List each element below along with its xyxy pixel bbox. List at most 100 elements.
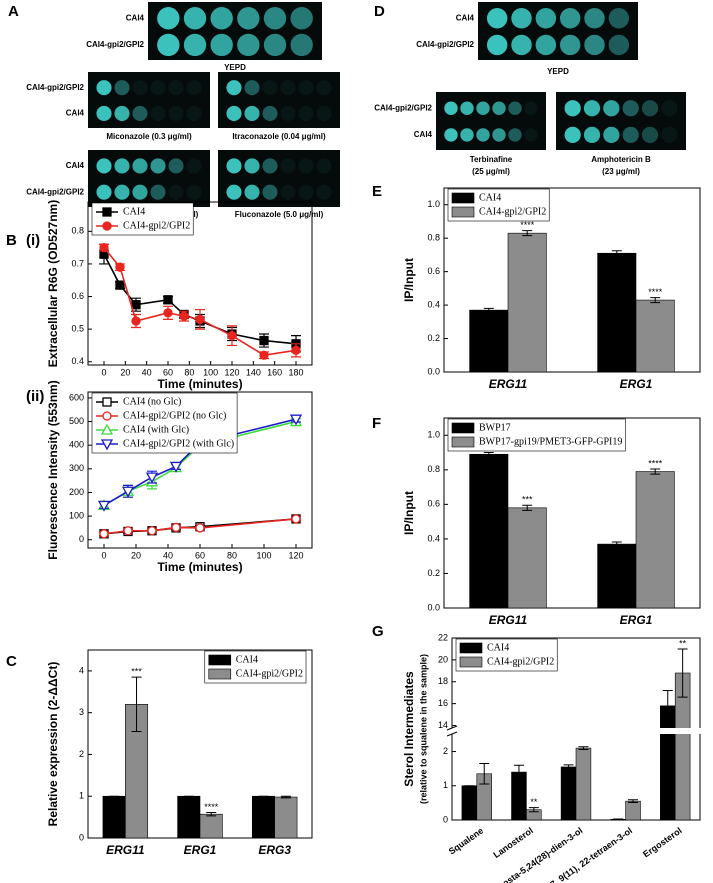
error-bar: [513, 764, 524, 780]
legend-label: CAI4-gpi2/GPI2 (no Glc): [123, 410, 226, 421]
bar: [469, 453, 509, 609]
y-tick-label: 0.2: [427, 333, 440, 343]
bar: [635, 299, 675, 373]
legend-label: CAI4: [123, 206, 145, 217]
colony-spot: [132, 184, 148, 200]
y-tick-label: 4: [79, 665, 84, 675]
colony-spot: [298, 80, 314, 96]
legend-marker: [102, 221, 112, 231]
colony-spot: [183, 33, 207, 57]
colony-spot: [157, 33, 180, 57]
x-tick-label: 80: [184, 367, 194, 377]
x-tick-label: 60: [195, 550, 205, 560]
y-tick-label: 0: [443, 814, 448, 824]
marker: [227, 331, 237, 341]
y-tick-label: 0.4: [71, 356, 84, 366]
colony-spot: [559, 34, 581, 56]
legend-label: CAI4: [479, 192, 501, 203]
bar: [635, 471, 675, 609]
plate-caption: YEPD: [547, 67, 569, 76]
legend-label: BWP17: [479, 422, 511, 433]
colony-spot: [237, 7, 260, 30]
error-bar: [563, 764, 574, 770]
legend-marker: [102, 411, 112, 421]
x-tick-label: 120: [288, 550, 303, 560]
error-bar: [131, 676, 142, 732]
colony-spot: [486, 34, 508, 56]
significance-label: ****: [648, 458, 663, 468]
colony-spot: [226, 184, 242, 200]
row-label: CAI4-gpi2/GPI2: [374, 103, 432, 112]
row-label: CAI4: [126, 13, 145, 22]
y-tick-label: 400: [69, 440, 84, 450]
plot-frame: [87, 201, 313, 366]
colony-spot: [183, 7, 207, 30]
colony-spot: [584, 34, 605, 56]
y-tick-label: 0.4: [427, 299, 440, 309]
y-axis-label: Fluorescence Intensity (553nm): [46, 380, 60, 559]
y-tick-label: 0.5: [71, 324, 84, 334]
legend-swatch: [451, 436, 475, 448]
marker: [259, 350, 269, 360]
colony-spot: [460, 128, 474, 142]
colony-spot: [168, 184, 184, 200]
marker: [145, 472, 159, 484]
colony-spot: [641, 100, 659, 117]
colony-spot: [150, 184, 166, 200]
colony-spot: [524, 101, 538, 115]
x-tick-label: ERG11: [106, 843, 145, 857]
x-tick-label: 120: [224, 367, 239, 377]
x-tick-label: 160: [267, 367, 282, 377]
x-tick-label: 180: [288, 367, 303, 377]
colony-spot: [263, 7, 287, 30]
y-tick-label: 0.2: [427, 568, 440, 578]
colony-spot: [622, 126, 639, 144]
colony-spot: [114, 105, 130, 122]
marker: [289, 414, 303, 426]
bar: [507, 507, 547, 609]
colony-spot: [661, 126, 678, 144]
colony-spot: [508, 128, 522, 142]
bar: [102, 795, 126, 839]
x-tick-label: 80: [227, 550, 237, 560]
y-tick-label: 16: [438, 698, 448, 708]
x-tick-label: ERG1: [184, 843, 217, 857]
y-tick-label: 0.6: [71, 291, 84, 301]
legend-label: CAI4-gpi2/GPI2: [487, 656, 554, 667]
significance-label: ***: [131, 667, 142, 677]
axis-break: [448, 728, 704, 734]
panel-label: B: [6, 232, 17, 249]
x-tick-label: 140: [246, 367, 261, 377]
colony-spot: [492, 101, 506, 115]
plate-caption: Fluconazole (5.0 μg/ml): [235, 210, 324, 219]
y-tick-label: 1: [443, 780, 448, 790]
bar: [251, 795, 275, 839]
colony-spot: [244, 80, 260, 96]
row-label: CAI4-gpi2/GPI2: [26, 187, 84, 196]
error-bar: [613, 818, 624, 821]
bar: [177, 795, 201, 839]
error-bar: [280, 795, 291, 799]
legend-label: BWP17-gpi19/PMET3-GFP-GPI19: [479, 436, 622, 447]
x-tick-label: Squalene: [447, 825, 486, 856]
y-axis-label: Relative expression (2-ΔΔCt): [46, 662, 60, 827]
axis-break-mark: [446, 725, 458, 737]
colony-spot: [226, 158, 242, 174]
y-tick-label: 20: [438, 654, 448, 664]
x-tick-label: 100: [203, 367, 218, 377]
y-axis-label: IP/Input: [402, 258, 416, 302]
y-axis-label: Extracellular R6G (OD527nm): [46, 200, 60, 367]
y-tick-label: 2: [443, 746, 448, 756]
significance-label: ****: [520, 220, 535, 230]
colony-spot: [132, 158, 148, 174]
y-tick-label: 0.8: [427, 233, 440, 243]
colony-spot: [444, 101, 458, 115]
colony-spot: [114, 158, 130, 174]
marker: [121, 486, 135, 498]
row-label: CAI4-gpi2/GPI2: [26, 83, 84, 92]
bar: [199, 813, 223, 839]
y-tick-label: 500: [69, 416, 84, 426]
plot-frame: [443, 417, 701, 609]
colony-spot: [603, 100, 620, 117]
colony-spot: [559, 8, 581, 29]
